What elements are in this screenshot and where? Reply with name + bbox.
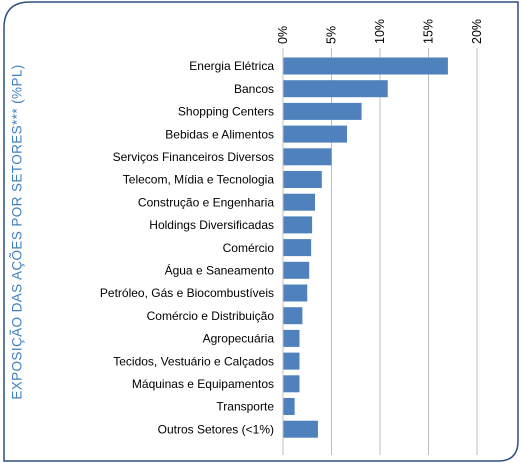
category-label: Construção e Engenharia <box>138 195 274 209</box>
bar <box>283 329 300 347</box>
category-label: Serviços Financeiros Diversos <box>113 150 274 164</box>
frame-border <box>3 1 519 462</box>
category-label: Comércio <box>223 241 275 255</box>
x-tick-label: 20% <box>470 19 484 44</box>
category-label: Energia Elétrica <box>189 59 274 73</box>
x-tick-label: 10% <box>373 19 387 44</box>
bar <box>283 375 300 393</box>
category-label: Telecom, Mídia e Tecnologia <box>123 173 275 187</box>
bar <box>283 352 300 370</box>
bar <box>283 193 316 211</box>
bar <box>283 398 295 415</box>
bar <box>283 420 318 438</box>
bar <box>283 148 332 166</box>
category-label: Água e Saneamento <box>165 263 275 278</box>
category-label: Máquinas e Equipamentos <box>132 377 274 391</box>
category-label: Shopping Centers <box>178 105 274 119</box>
x-tick-label: 5% <box>325 26 339 44</box>
side-title: EXPOSIÇÃO DAS AÇÕES POR SETORES*** (%PL) <box>9 63 25 400</box>
bar <box>283 284 308 302</box>
bar <box>283 125 348 143</box>
bar <box>283 80 388 98</box>
category-label: Outros Setores (<1%) <box>158 422 274 436</box>
category-label: Holdings Diversificadas <box>149 218 274 232</box>
category-label: Bebidas e Alimentos <box>165 127 274 141</box>
bar <box>283 102 362 120</box>
bar <box>283 239 312 257</box>
category-label: Petróleo, Gás e Biocombustíveis <box>100 286 274 300</box>
category-label: Transporte <box>216 400 274 414</box>
bar <box>283 216 313 234</box>
bar <box>283 57 448 75</box>
bar <box>283 171 322 188</box>
bar <box>283 261 310 279</box>
x-tick-label: 0% <box>276 26 290 44</box>
x-tick-label: 15% <box>422 19 436 44</box>
category-label: Bancos <box>234 82 274 96</box>
sector-exposure-chart: 0% 5% 10% 15% 20% Energia Elétrica Bancos Shopp… <box>100 19 484 455</box>
bar <box>283 307 303 325</box>
category-label: Tecidos, Vestuário e Calçados <box>113 354 274 368</box>
side-title-box: EXPOSIÇÃO DAS AÇÕES POR SETORES*** (%PL) <box>4 0 30 463</box>
category-label: Comércio e Distribuição <box>147 309 275 323</box>
category-label: Agropecuária <box>203 332 275 346</box>
